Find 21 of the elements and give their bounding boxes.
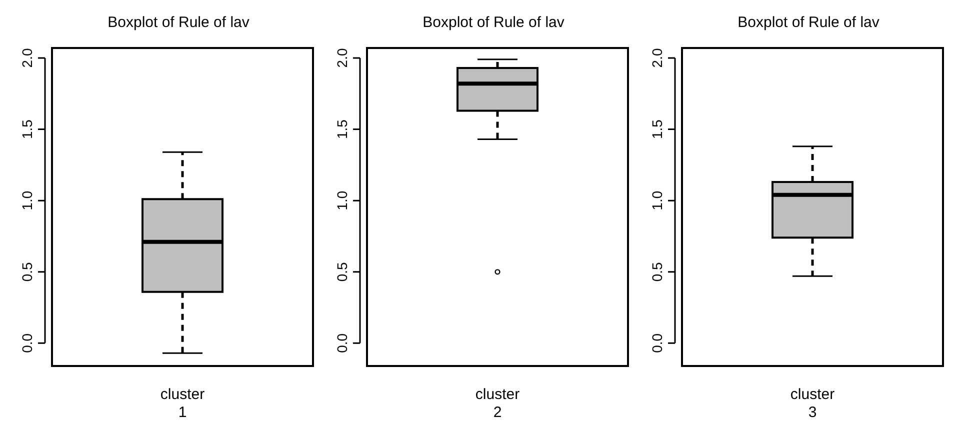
y-tick-label: 0.0 <box>648 333 665 353</box>
y-tick-label: 1.0 <box>648 190 665 210</box>
x-tick-label: cluster 1 <box>160 386 205 422</box>
chart-title: Boxplot of Rule of lav <box>422 14 565 32</box>
x-tick-label: cluster 2 <box>475 386 520 422</box>
y-tick-label: 0.5 <box>334 262 350 282</box>
y-tick-label: 1.5 <box>334 119 350 140</box>
y-tick-label: 2.0 <box>18 48 35 68</box>
chart-title: Boxplot of Rule of lav <box>108 14 250 32</box>
y-tick-label: 1.0 <box>18 190 35 210</box>
y-tick-label: 2.0 <box>648 48 665 68</box>
y-tick-label: 0.5 <box>18 262 35 282</box>
y-tick-label: 0.0 <box>334 333 350 353</box>
chart-title: Boxplot of Rule of lav <box>738 14 880 32</box>
y-tick-label: 1.5 <box>18 119 35 140</box>
y-tick-label: 1.5 <box>648 119 665 140</box>
x-tick-label: cluster 3 <box>790 386 835 422</box>
y-tick-label: 1.0 <box>334 190 350 210</box>
y-tick-label: 2.0 <box>334 48 350 68</box>
y-tick-label: 0.0 <box>18 333 35 353</box>
y-tick-label: 0.5 <box>648 262 665 282</box>
